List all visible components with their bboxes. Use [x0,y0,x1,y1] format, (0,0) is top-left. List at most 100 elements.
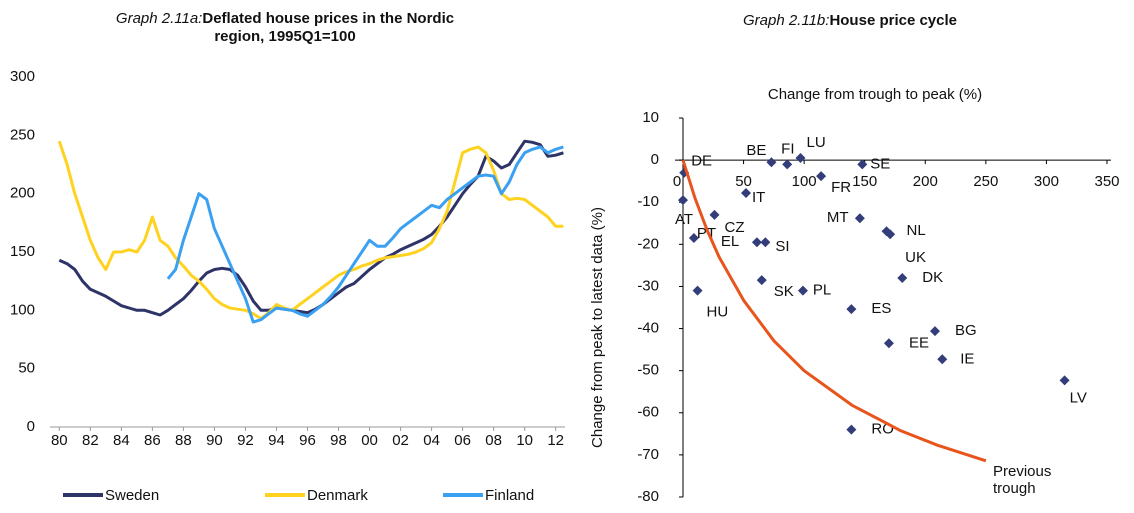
y-tick-label: -40 [637,320,659,337]
y-tick-label: -50 [637,362,659,379]
point-label: HU [707,304,729,321]
point-label: BG [955,322,977,339]
data-point [897,273,908,284]
y-tick-label: -30 [637,277,659,294]
data-point [846,424,857,435]
y-tick-label: 200 [10,185,35,202]
x-tick-label: 80 [51,432,68,449]
data-point [751,237,762,248]
point-label: SK [774,283,794,300]
point-label: IE [960,350,974,367]
x-tick-label: 92 [237,432,254,449]
x-tick-label: 50 [735,173,752,190]
x-tick-label: 00 [361,432,378,449]
y-tick-label: -10 [637,193,659,210]
data-point [678,195,688,206]
x-tick-label: 90 [206,432,223,449]
x-tick-label: 10 [516,432,533,449]
chart-title: Deflated house prices in the Nordic regi… [202,10,455,45]
y-tick-label: -60 [637,404,659,421]
y-tick-label: 250 [10,126,35,143]
curve-label: Previous trough [993,463,1052,497]
x-tick-label: 06 [454,432,471,449]
y-tick-label: 50 [18,360,35,377]
point-label: MT [827,209,849,226]
point-label: IT [752,189,765,206]
point-label: RO [871,421,894,438]
point-label: PL [813,282,831,299]
x-tick-label: 98 [330,432,347,449]
data-point [709,209,720,220]
data-point [816,171,827,182]
point-label: LV [1070,389,1087,406]
x-tick-label: 12 [547,432,564,449]
x-tick-label: 82 [82,432,99,449]
chart-title: House price cycle [829,12,958,29]
data-point [846,304,857,315]
point-label: LU [807,134,826,151]
x-tick-label: 200 [913,173,938,190]
point-label: NL [907,222,926,239]
data-point [1059,375,1070,386]
data-point [760,237,771,248]
x-tick-label: 350 [1094,173,1119,190]
series-line [681,159,987,463]
chart-title-b: Graph 2.11b:House price cycle [690,12,1010,30]
point-label: EL [721,233,739,250]
y-tick-label: 100 [10,301,35,318]
x-tick-label: 96 [299,432,316,449]
chart-title-a: Graph 2.11a:Deflated house prices in the… [115,10,455,46]
y-axis-label: Change from peak to latest data (%) [589,207,606,448]
series-line [57,140,564,320]
y-tick-label: 10 [642,109,659,126]
legend-label: Finland [485,487,534,504]
x-tick-label: 250 [973,173,998,190]
x-tick-label: 0 [673,173,681,190]
point-label: ES [871,300,891,317]
data-point [885,229,896,240]
y-tick-label: -80 [637,488,659,505]
data-point [883,338,894,349]
title-prefix: Graph 2.11a: [115,10,203,27]
x-tick-label: 08 [485,432,502,449]
title-prefix: Graph 2.11b: [742,12,830,29]
y-tick-label: -70 [637,446,659,463]
point-label: BE [746,142,766,159]
point-label: EE [909,334,929,351]
y-tick-label: 300 [10,68,35,85]
x-tick-label: 86 [144,432,161,449]
series-line [166,145,564,324]
data-point [929,326,940,337]
x-tick-label: 88 [175,432,192,449]
x-tick-label: 150 [852,173,877,190]
y-tick-label: -20 [637,235,659,252]
data-point [740,187,751,198]
data-point [857,159,868,170]
legend-label: Denmark [307,487,368,504]
x-tick-label: 02 [392,432,409,449]
point-label: FR [831,179,851,196]
x-tick-label: 04 [423,432,440,449]
point-label: SE [870,155,890,172]
x-axis-label: Change from trough to peak (%) [768,86,982,103]
data-point [937,354,948,365]
point-label: FI [781,140,794,157]
point-label: CZ [724,219,744,236]
y-tick-label: 150 [10,243,35,260]
x-tick-label: 300 [1034,173,1059,190]
series-line [58,139,564,317]
data-point [797,285,808,296]
legend-label: Sweden [105,487,159,504]
data-point [782,159,793,170]
y-tick-label: 0 [651,151,659,168]
data-point [756,275,767,286]
point-label: AT [675,211,693,228]
point-label: SI [775,238,789,255]
x-tick-label: 94 [268,432,285,449]
data-point [688,233,699,244]
point-label: UK [905,249,926,266]
x-tick-label: 100 [792,173,817,190]
data-point [795,153,806,164]
